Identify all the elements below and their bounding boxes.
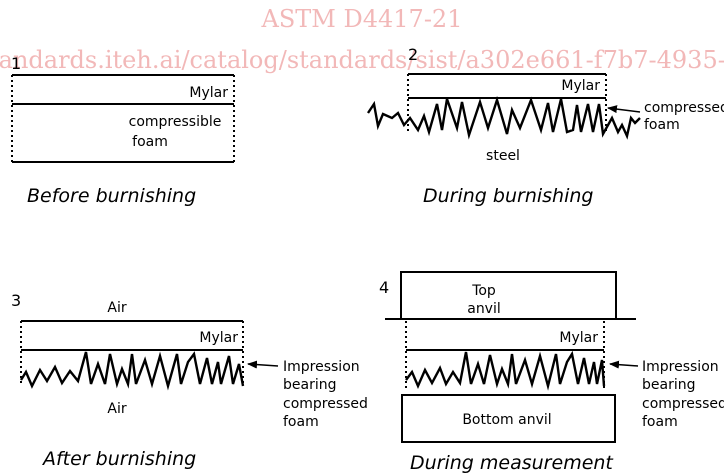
top-anvil-label-1: Top	[471, 283, 496, 299]
panel-2-compressed-label-1: compressed	[644, 100, 724, 116]
panel-4-impression-label-1: Impression	[642, 359, 719, 375]
watermark-url: https://standards.iteh.ai/catalog/standa…	[0, 46, 724, 74]
panel-after-burnishing: 3 Air Mylar Impression bearing compresse…	[11, 291, 368, 470]
panel-2-steel-surface	[367, 95, 641, 140]
panel-2-compressed-label-2: foam	[644, 117, 680, 133]
panel-3-caption: After burnishing	[41, 448, 196, 470]
panel-2-mylar-label: Mylar	[561, 78, 600, 94]
panel-2-steel-label: steel	[486, 148, 520, 164]
panel-3-impression-label-1: Impression	[283, 359, 360, 375]
bottom-anvil	[401, 394, 616, 443]
panel-1-number: 1	[11, 54, 21, 73]
panel-during-burnishing: 2 Mylar compressed foam steel During bur…	[367, 45, 724, 207]
panel-3-impression-label-3: compressed	[283, 396, 368, 412]
bottom-anvil-label: Bottom anvil	[462, 412, 551, 428]
watermark-title: ASTM D4417-21	[261, 5, 463, 33]
top-anvil	[400, 271, 617, 320]
panel-3-air-top-label: Air	[107, 300, 126, 316]
panel-4-number: 4	[379, 278, 389, 297]
panel-4-impression-surface	[405, 350, 606, 391]
panel-2-caption: During burnishing	[423, 185, 593, 207]
panel-4-impression-label-2: bearing	[642, 377, 695, 393]
panel-3-impression-surface	[19, 351, 245, 391]
panel-2-number: 2	[408, 45, 418, 64]
panel-3-mylar-label: Mylar	[199, 330, 238, 346]
panel-1-foam-label-1: compressible	[129, 114, 222, 130]
panel-before-burnishing: 1 Mylar compressible foam Before burnish…	[11, 54, 235, 207]
panel-3-air-bottom-label: Air	[107, 401, 126, 417]
panel-4-impression-label-3: compressed	[642, 396, 724, 412]
panel-4-caption: During measurement	[410, 452, 614, 474]
panel-4-impression-label-4: foam	[642, 414, 678, 430]
panel-1-mylar-label: Mylar	[189, 85, 228, 101]
panel-3-impression-label-2: bearing	[283, 377, 336, 393]
panel-3-impression-label-4: foam	[283, 414, 319, 430]
panel-4-impression-arrow	[609, 360, 639, 369]
panel-4-mylar-label: Mylar	[559, 330, 598, 346]
panel-3-impression-arrow	[247, 360, 279, 369]
panel-3-number: 3	[11, 291, 21, 310]
panel-2-compressed-arrow	[607, 105, 641, 114]
panel-during-measurement: 4 Top anvil Mylar Impression bearing com…	[379, 271, 724, 474]
panel-1-caption: Before burnishing	[27, 185, 196, 207]
panel-1-foam-label-2: foam	[132, 134, 168, 150]
top-anvil-label-2: anvil	[467, 301, 501, 317]
